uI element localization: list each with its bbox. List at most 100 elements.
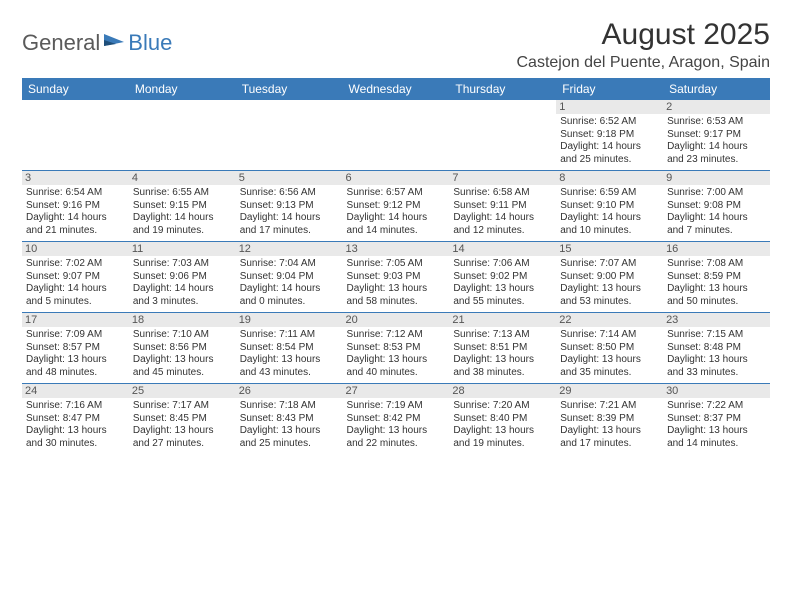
day-number: 14 [449, 242, 556, 256]
daylight-text: Daylight: 14 hours and 23 minutes. [667, 141, 766, 166]
calendar-cell: 16Sunrise: 7:08 AMSunset: 8:59 PMDayligh… [663, 242, 770, 313]
sunrise-text: Sunrise: 7:20 AM [453, 400, 552, 413]
daylight-text: Daylight: 13 hours and 27 minutes. [133, 425, 232, 450]
day-number: 22 [556, 313, 663, 327]
sunset-text: Sunset: 8:54 PM [240, 342, 339, 355]
day-number: 3 [22, 171, 129, 185]
sunset-text: Sunset: 8:42 PM [347, 413, 446, 426]
calendar-cell: 30Sunrise: 7:22 AMSunset: 8:37 PMDayligh… [663, 384, 770, 455]
daylight-text: Daylight: 14 hours and 0 minutes. [240, 283, 339, 308]
sunset-text: Sunset: 8:50 PM [560, 342, 659, 355]
daylight-text: Daylight: 13 hours and 30 minutes. [26, 425, 125, 450]
sunrise-text: Sunrise: 7:19 AM [347, 400, 446, 413]
sunrise-text: Sunrise: 7:03 AM [133, 258, 232, 271]
sunrise-text: Sunrise: 6:54 AM [26, 187, 125, 200]
calendar-cell: 10Sunrise: 7:02 AMSunset: 9:07 PMDayligh… [22, 242, 129, 313]
sunset-text: Sunset: 9:15 PM [133, 200, 232, 213]
sunrise-text: Sunrise: 7:00 AM [667, 187, 766, 200]
calendar-cell: 12Sunrise: 7:04 AMSunset: 9:04 PMDayligh… [236, 242, 343, 313]
calendar-cell: 25Sunrise: 7:17 AMSunset: 8:45 PMDayligh… [129, 384, 236, 455]
day-number: 28 [449, 384, 556, 398]
weekday-header: Tuesday [236, 78, 343, 100]
calendar-cell: 28Sunrise: 7:20 AMSunset: 8:40 PMDayligh… [449, 384, 556, 455]
daylight-text: Daylight: 14 hours and 7 minutes. [667, 212, 766, 237]
calendar-row: 1Sunrise: 6:52 AMSunset: 9:18 PMDaylight… [22, 100, 770, 171]
daylight-text: Daylight: 14 hours and 21 minutes. [26, 212, 125, 237]
sunset-text: Sunset: 9:17 PM [667, 129, 766, 142]
calendar-body: 1Sunrise: 6:52 AMSunset: 9:18 PMDaylight… [22, 100, 770, 454]
day-number: 23 [663, 313, 770, 327]
logo: General Blue [22, 18, 172, 56]
calendar-cell: 23Sunrise: 7:15 AMSunset: 8:48 PMDayligh… [663, 313, 770, 384]
sunset-text: Sunset: 9:10 PM [560, 200, 659, 213]
calendar-row: 24Sunrise: 7:16 AMSunset: 8:47 PMDayligh… [22, 384, 770, 455]
sunrise-text: Sunrise: 7:18 AM [240, 400, 339, 413]
daylight-text: Daylight: 13 hours and 35 minutes. [560, 354, 659, 379]
calendar-cell: 5Sunrise: 6:56 AMSunset: 9:13 PMDaylight… [236, 171, 343, 242]
sunrise-text: Sunrise: 7:14 AM [560, 329, 659, 342]
daylight-text: Daylight: 14 hours and 3 minutes. [133, 283, 232, 308]
calendar-row: 3Sunrise: 6:54 AMSunset: 9:16 PMDaylight… [22, 171, 770, 242]
day-number: 1 [556, 100, 663, 114]
weekday-header-row: Sunday Monday Tuesday Wednesday Thursday… [22, 78, 770, 100]
weekday-header: Thursday [449, 78, 556, 100]
sunset-text: Sunset: 8:47 PM [26, 413, 125, 426]
sunset-text: Sunset: 9:02 PM [453, 271, 552, 284]
sunset-text: Sunset: 8:59 PM [667, 271, 766, 284]
calendar-cell: 19Sunrise: 7:11 AMSunset: 8:54 PMDayligh… [236, 313, 343, 384]
weekday-header: Monday [129, 78, 236, 100]
sunset-text: Sunset: 9:18 PM [560, 129, 659, 142]
sunset-text: Sunset: 9:06 PM [133, 271, 232, 284]
calendar-cell-empty [129, 100, 236, 171]
header-row: General Blue August 2025 Castejon del Pu… [22, 18, 770, 72]
sunrise-text: Sunrise: 6:58 AM [453, 187, 552, 200]
day-number: 26 [236, 384, 343, 398]
daylight-text: Daylight: 13 hours and 45 minutes. [133, 354, 232, 379]
daylight-text: Daylight: 14 hours and 25 minutes. [560, 141, 659, 166]
calendar-cell: 7Sunrise: 6:58 AMSunset: 9:11 PMDaylight… [449, 171, 556, 242]
sunrise-text: Sunrise: 6:52 AM [560, 116, 659, 129]
weekday-header: Saturday [663, 78, 770, 100]
sunrise-text: Sunrise: 7:22 AM [667, 400, 766, 413]
sunset-text: Sunset: 9:16 PM [26, 200, 125, 213]
weekday-header: Wednesday [343, 78, 450, 100]
calendar-cell: 11Sunrise: 7:03 AMSunset: 9:06 PMDayligh… [129, 242, 236, 313]
calendar-cell: 13Sunrise: 7:05 AMSunset: 9:03 PMDayligh… [343, 242, 450, 313]
sunrise-text: Sunrise: 6:59 AM [560, 187, 659, 200]
daylight-text: Daylight: 14 hours and 17 minutes. [240, 212, 339, 237]
calendar-cell: 18Sunrise: 7:10 AMSunset: 8:56 PMDayligh… [129, 313, 236, 384]
sunset-text: Sunset: 8:48 PM [667, 342, 766, 355]
daylight-text: Daylight: 13 hours and 58 minutes. [347, 283, 446, 308]
daylight-text: Daylight: 14 hours and 10 minutes. [560, 212, 659, 237]
calendar-page: General Blue August 2025 Castejon del Pu… [0, 0, 792, 472]
day-number: 20 [343, 313, 450, 327]
daylight-text: Daylight: 13 hours and 48 minutes. [26, 354, 125, 379]
sunset-text: Sunset: 8:57 PM [26, 342, 125, 355]
calendar-cell: 17Sunrise: 7:09 AMSunset: 8:57 PMDayligh… [22, 313, 129, 384]
day-number: 18 [129, 313, 236, 327]
calendar-cell: 8 Sunrise: 6:59 AMSunset: 9:10 PMDaylight… [556, 171, 663, 242]
sunrise-text: Sunrise: 6:55 AM [133, 187, 232, 200]
calendar-cell: 1 Sunrise: 6:52 AMSunset: 9:18 PMDaylight… [556, 100, 663, 171]
day-number: 8 [556, 171, 663, 185]
sunset-text: Sunset: 9:03 PM [347, 271, 446, 284]
logo-text-blue: Blue [128, 30, 172, 56]
calendar-cell: 20Sunrise: 7:12 AMSunset: 8:53 PMDayligh… [343, 313, 450, 384]
day-number: 7 [449, 171, 556, 185]
day-number: 15 [556, 242, 663, 256]
day-number: 10 [22, 242, 129, 256]
sunset-text: Sunset: 8:53 PM [347, 342, 446, 355]
daylight-text: Daylight: 14 hours and 14 minutes. [347, 212, 446, 237]
day-number: 17 [22, 313, 129, 327]
daylight-text: Daylight: 13 hours and 43 minutes. [240, 354, 339, 379]
sunrise-text: Sunrise: 6:53 AM [667, 116, 766, 129]
sunrise-text: Sunrise: 7:17 AM [133, 400, 232, 413]
daylight-text: Daylight: 13 hours and 53 minutes. [560, 283, 659, 308]
daylight-text: Daylight: 13 hours and 14 minutes. [667, 425, 766, 450]
day-number: 24 [22, 384, 129, 398]
day-number: 13 [343, 242, 450, 256]
day-number: 21 [449, 313, 556, 327]
daylight-text: Daylight: 13 hours and 22 minutes. [347, 425, 446, 450]
sunset-text: Sunset: 8:37 PM [667, 413, 766, 426]
calendar-cell: 4Sunrise: 6:55 AMSunset: 9:15 PMDaylight… [129, 171, 236, 242]
